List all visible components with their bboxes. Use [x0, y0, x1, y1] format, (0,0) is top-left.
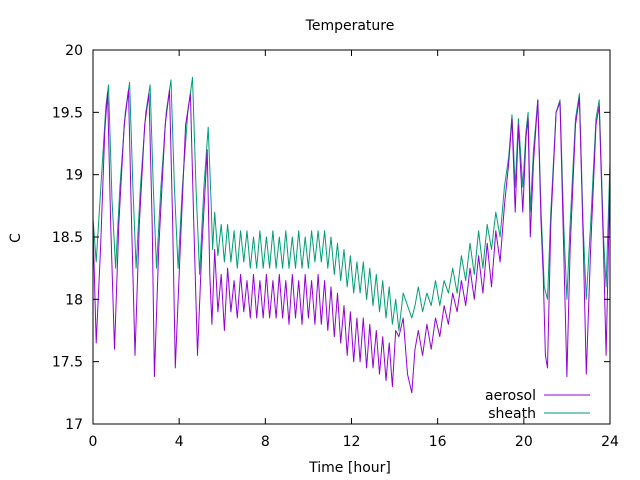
series-line-sheath [92, 76, 611, 331]
y-tick-label: 19 [65, 168, 83, 184]
legend-label-sheath: sheath [488, 406, 536, 422]
y-tick-label: 18.5 [52, 230, 83, 246]
x-tick-label: 12 [343, 434, 361, 450]
series-line-aerosol [92, 89, 611, 394]
legend-label-aerosol: aerosol [485, 388, 536, 404]
x-tick-label: 16 [429, 434, 447, 450]
chart-title: Temperature [305, 18, 395, 34]
series-layer [92, 76, 611, 394]
y-tick-label: 17.5 [52, 355, 83, 371]
legend: aerosol sheath [485, 388, 590, 422]
x-tick-label: 20 [515, 434, 533, 450]
y-tick-label: 18 [65, 292, 83, 308]
tick-layer: 0 4 8 12 16 20 24 17 17.5 18 18.5 19 19.5 20 [52, 43, 619, 450]
plot-frame [92, 49, 611, 425]
x-tick-label: 4 [175, 434, 184, 450]
y-tick-label: 17 [65, 417, 83, 433]
x-axis-label: Time [hour] [308, 460, 391, 476]
x-tick-label: 0 [89, 434, 98, 450]
y-tick-label: 19.5 [52, 105, 83, 121]
y-tick-label: 20 [65, 43, 83, 59]
x-tick-label: 24 [601, 434, 619, 450]
y-axis-label: C [8, 233, 24, 243]
x-tick-label: 8 [261, 434, 270, 450]
